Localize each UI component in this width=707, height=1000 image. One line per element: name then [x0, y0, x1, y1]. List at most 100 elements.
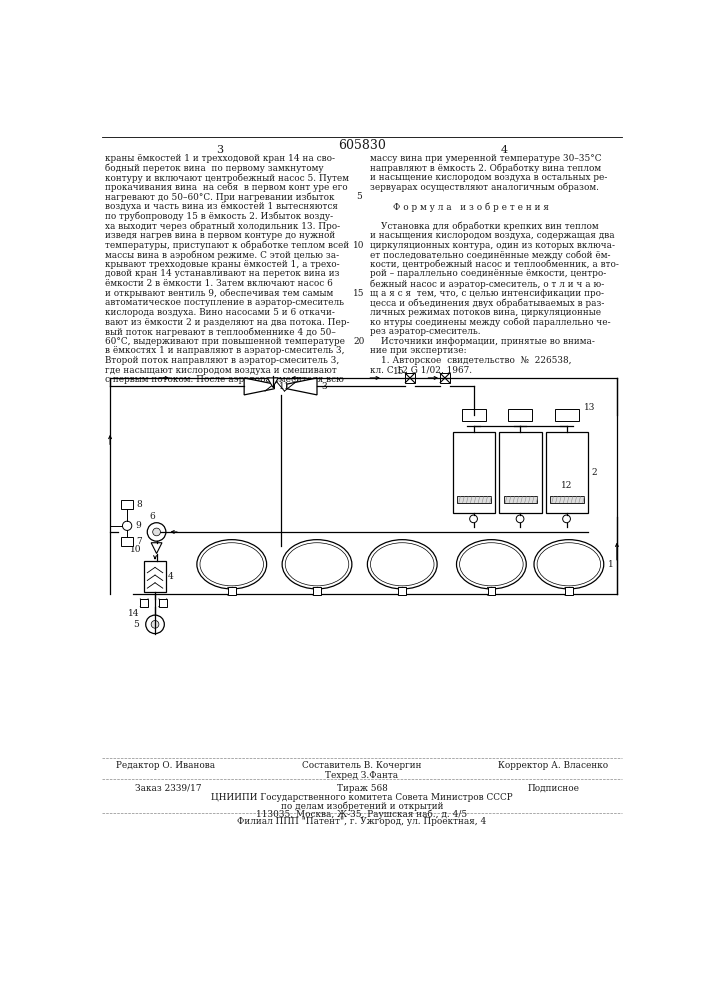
Text: с первым потоком. После аэратора-смесителя всю: с первым потоком. После аэратора-смесите…	[105, 375, 344, 384]
Text: 4: 4	[168, 572, 174, 581]
Text: ЦНИИПИ Государственного комитета Совета Министров СССР: ЦНИИПИ Государственного комитета Совета …	[211, 793, 513, 802]
Text: Техред З.Фанта: Техред З.Фанта	[325, 771, 399, 780]
Text: по делам изобретений и открытий: по делам изобретений и открытий	[281, 801, 443, 811]
Bar	[313, 587, 321, 595]
Text: 2: 2	[591, 468, 597, 477]
Ellipse shape	[285, 543, 349, 586]
Text: направляют в ёмкость 2. Обработку вина теплом: направляют в ёмкость 2. Обработку вина т…	[370, 164, 601, 173]
Text: ко нтуры соединены между собой параллельно че-: ко нтуры соединены между собой параллель…	[370, 318, 610, 327]
Text: нагревают до 50–60°С. При нагревании избыток: нагревают до 50–60°С. При нагревании изб…	[105, 192, 335, 202]
Text: 5: 5	[134, 620, 139, 629]
Polygon shape	[244, 378, 274, 395]
Text: Установка для обработки крепких вин теплом: Установка для обработки крепких вин тепл…	[380, 221, 598, 231]
Text: рез аэратор-смеситель.: рез аэратор-смеситель.	[370, 327, 480, 336]
Text: и открывают вентиль 9, обеспечивая тем самым: и открывают вентиль 9, обеспечивая тем с…	[105, 289, 334, 298]
Text: кл. С 12 G 1/02, 1967.: кл. С 12 G 1/02, 1967.	[370, 366, 472, 375]
Text: 15: 15	[392, 367, 404, 376]
Ellipse shape	[197, 540, 267, 589]
Text: довой кран 14 устанавливают на переток вина из: довой кран 14 устанавливают на переток в…	[105, 269, 340, 278]
Bar	[121, 537, 134, 546]
Bar	[440, 373, 450, 383]
Text: 20: 20	[354, 337, 365, 346]
Text: 10: 10	[353, 241, 365, 250]
Bar	[405, 373, 414, 383]
Text: ёмкости 2 в ёмкости 1. Затем включают насос 6: ёмкости 2 в ёмкости 1. Затем включают на…	[105, 279, 333, 288]
Text: и насыщение кислородом воздуха в остальных ре-: и насыщение кислородом воздуха в остальн…	[370, 173, 607, 182]
Bar	[228, 587, 235, 595]
Text: Источники информации, принятые во внима-: Источники информации, принятые во внима-	[380, 337, 595, 346]
Text: рой – параллельно соединённые ёмкости, центро-: рой – параллельно соединённые ёмкости, ц…	[370, 269, 606, 278]
Bar	[452, 432, 495, 513]
Text: 113035, Москва, Ж-35, Раушская наб., д. 4/5: 113035, Москва, Ж-35, Раушская наб., д. …	[257, 810, 467, 819]
Ellipse shape	[460, 543, 523, 586]
Text: воздуха и часть вина из ёмкостей 1 вытесняются: воздуха и часть вина из ёмкостей 1 вытес…	[105, 202, 339, 211]
Text: массы вина в аэробном режиме. С этой целью за-: массы вина в аэробном режиме. С этой цел…	[105, 250, 339, 260]
Text: 4: 4	[501, 145, 508, 155]
Text: 1. Авторское  свидетельство  №  226538,: 1. Авторское свидетельство № 226538,	[380, 356, 571, 365]
Text: крывают трехходовые краны ёмкостей 1, а трехо-: крывают трехходовые краны ёмкостей 1, а …	[105, 260, 340, 269]
Text: 11: 11	[279, 382, 291, 391]
Ellipse shape	[368, 540, 437, 589]
Text: 1: 1	[607, 560, 614, 569]
Bar	[504, 496, 537, 503]
Text: ет последовательно соединённые между собой ём-: ет последовательно соединённые между соб…	[370, 250, 610, 260]
Bar	[121, 500, 134, 509]
Text: 3: 3	[321, 382, 327, 391]
Text: автоматическое поступление в аэратор-смеситель: автоматическое поступление в аэратор-сме…	[105, 298, 344, 307]
Circle shape	[151, 620, 159, 628]
Text: и насыщения кислородом воздуха, содержащая два: и насыщения кислородом воздуха, содержащ…	[370, 231, 614, 240]
Text: цесса и объединения двух обрабатываемых в раз-: цесса и объединения двух обрабатываемых …	[370, 298, 604, 308]
Bar	[457, 496, 491, 503]
Text: Подписное: Подписное	[527, 784, 579, 793]
Text: бежный насос и аэратор-смеситель, о т л и ч а ю-: бежный насос и аэратор-смеситель, о т л …	[370, 279, 604, 289]
Bar	[499, 432, 542, 513]
Text: бодный переток вина  по первому замкнутому: бодный переток вина по первому замкнутом…	[105, 164, 324, 173]
Text: где насыщают кислородом воздуха и смешивают: где насыщают кислородом воздуха и смешив…	[105, 366, 337, 375]
Circle shape	[122, 521, 132, 530]
Bar	[159, 599, 167, 607]
Ellipse shape	[457, 540, 526, 589]
Bar	[398, 587, 406, 595]
Text: по трубопроводу 15 в ёмкость 2. Избыток возду-: по трубопроводу 15 в ёмкость 2. Избыток …	[105, 212, 334, 221]
Text: контуру и включают центробежный насос 5. Путем: контуру и включают центробежный насос 5.…	[105, 173, 349, 183]
Bar	[508, 409, 532, 421]
Text: циркуляционных контура, один из которых включа-: циркуляционных контура, один из которых …	[370, 241, 614, 250]
Text: Составитель В. Кочергин: Составитель В. Кочергин	[302, 761, 421, 770]
Text: ха выходит через обратный холодильник 13. Про-: ха выходит через обратный холодильник 13…	[105, 221, 341, 231]
Text: 605830: 605830	[338, 139, 386, 152]
Bar	[488, 587, 495, 595]
Bar	[550, 496, 583, 503]
Circle shape	[563, 515, 571, 523]
Bar	[555, 409, 579, 421]
Text: температуры, приступают к обработке теплом всей: температуры, приступают к обработке тепл…	[105, 241, 350, 250]
Text: 9: 9	[135, 521, 141, 530]
Text: 10: 10	[129, 545, 141, 554]
Ellipse shape	[537, 543, 601, 586]
Bar	[144, 561, 166, 592]
Text: кости, центробежный насос и теплообменник, а вто-: кости, центробежный насос и теплообменни…	[370, 260, 619, 269]
Text: вый поток нагревают в теплообменнике 4 до 50–: вый поток нагревают в теплообменнике 4 д…	[105, 327, 337, 337]
Bar	[565, 587, 573, 595]
Text: 7: 7	[136, 537, 142, 546]
Text: 8: 8	[136, 500, 142, 509]
Text: кислорода воздуха. Вино насосами 5 и 6 откачи-: кислорода воздуха. Вино насосами 5 и 6 о…	[105, 308, 335, 317]
Ellipse shape	[534, 540, 604, 589]
Text: 14: 14	[127, 609, 139, 618]
Ellipse shape	[282, 540, 352, 589]
Text: 6: 6	[150, 512, 156, 521]
Text: 13: 13	[585, 403, 596, 412]
Text: 12: 12	[561, 481, 572, 490]
Text: Заказ 2339/17: Заказ 2339/17	[135, 784, 201, 793]
Text: массу вина при умеренной температуре 30–35°С: массу вина при умеренной температуре 30–…	[370, 154, 601, 163]
Text: 3: 3	[216, 145, 223, 155]
Text: прокачивания вина  на себя  в первом конт уре его: прокачивания вина на себя в первом конт …	[105, 183, 348, 192]
Polygon shape	[151, 543, 162, 554]
Text: Второй поток направляют в аэратор-смеситель 3,: Второй поток направляют в аэратор-смесит…	[105, 356, 339, 365]
Bar	[546, 432, 588, 513]
Text: 5: 5	[356, 192, 362, 201]
Circle shape	[469, 515, 477, 523]
Text: краны ёмкостей 1 и трехходовой кран 14 на сво-: краны ёмкостей 1 и трехходовой кран 14 н…	[105, 154, 335, 163]
Text: личных режимах потоков вина, циркуляционные: личных режимах потоков вина, циркуляцион…	[370, 308, 601, 317]
Ellipse shape	[200, 543, 264, 586]
Text: Корректор А. Власенко: Корректор А. Власенко	[498, 761, 609, 770]
